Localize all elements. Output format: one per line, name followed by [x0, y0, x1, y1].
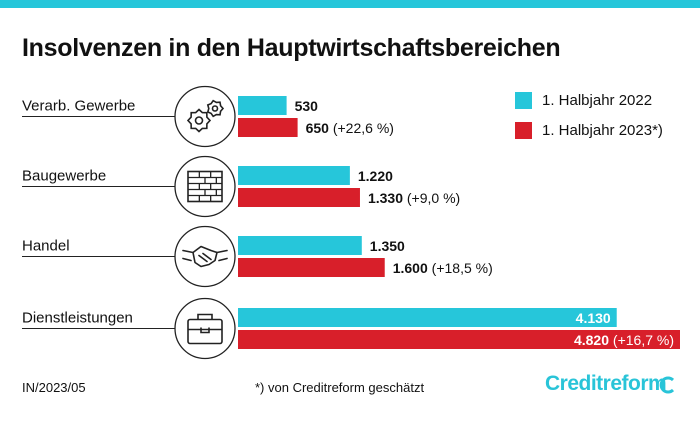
legend-label-2022: 1. Halbjahr 2022 [542, 91, 653, 109]
bar-2022 [238, 308, 617, 327]
legend-label-2023: 1. Halbjahr 2023*) [542, 121, 663, 139]
icon-circle [174, 85, 236, 148]
value-label-2023: 650 (+22,6 %) [306, 120, 394, 136]
category-label: Handel [22, 238, 70, 255]
bar-2022 [238, 96, 287, 115]
bar-2022 [238, 236, 362, 255]
icon-circle [174, 297, 236, 360]
legend-item-2023: 1. Halbjahr 2023*) [515, 118, 663, 142]
gears-icon [186, 99, 225, 133]
category-label: Verarb. Gewerbe [22, 98, 135, 115]
chart-title: Insolvenzen in den Hauptwirtschaftsberei… [22, 34, 561, 62]
icon-circle [174, 155, 236, 218]
briefcase-icon [187, 313, 223, 345]
bar-2023 [238, 118, 298, 137]
value-label-2022: 4.130 [576, 310, 611, 326]
value-label-2023: 4.820 (+16,7 %) [574, 332, 674, 348]
chart-legend: 1. Halbjahr 2022 1. Halbjahr 2023*) [515, 88, 663, 148]
value-label-2023: 1.600 (+18,5 %) [393, 260, 493, 276]
top-accent-bar [0, 0, 700, 8]
value-label-2023: 1.330 (+9,0 %) [368, 190, 460, 206]
value-label-2022: 1.350 [370, 238, 405, 254]
bar-2023 [238, 188, 360, 207]
value-label-2022: 530 [295, 98, 319, 114]
icon-circle [174, 225, 236, 288]
legend-swatch-2022 [515, 91, 532, 109]
legend-item-2022: 1. Halbjahr 2022 [515, 88, 663, 112]
logo-mark-icon [659, 376, 675, 394]
bar-2023 [238, 330, 680, 349]
category-label: Baugewerbe [22, 168, 106, 185]
brick-wall-icon [187, 170, 223, 203]
category-label: Dienstleistungen [22, 310, 133, 327]
bar-chart: Verarb. Gewerbe 530 650 (+22,6 %) Baugewerb… [22, 85, 680, 360]
footer-note: *) von Creditreform geschätzt [255, 380, 425, 395]
bar-2023 [238, 258, 385, 277]
value-label-2022: 1.220 [358, 168, 393, 184]
legend-swatch-2023 [515, 121, 532, 139]
handshake-icon [182, 245, 228, 268]
bar-2022 [238, 166, 350, 185]
creditreform-logo: Creditreform [545, 372, 667, 395]
footer-code: IN/2023/05 [22, 380, 86, 395]
